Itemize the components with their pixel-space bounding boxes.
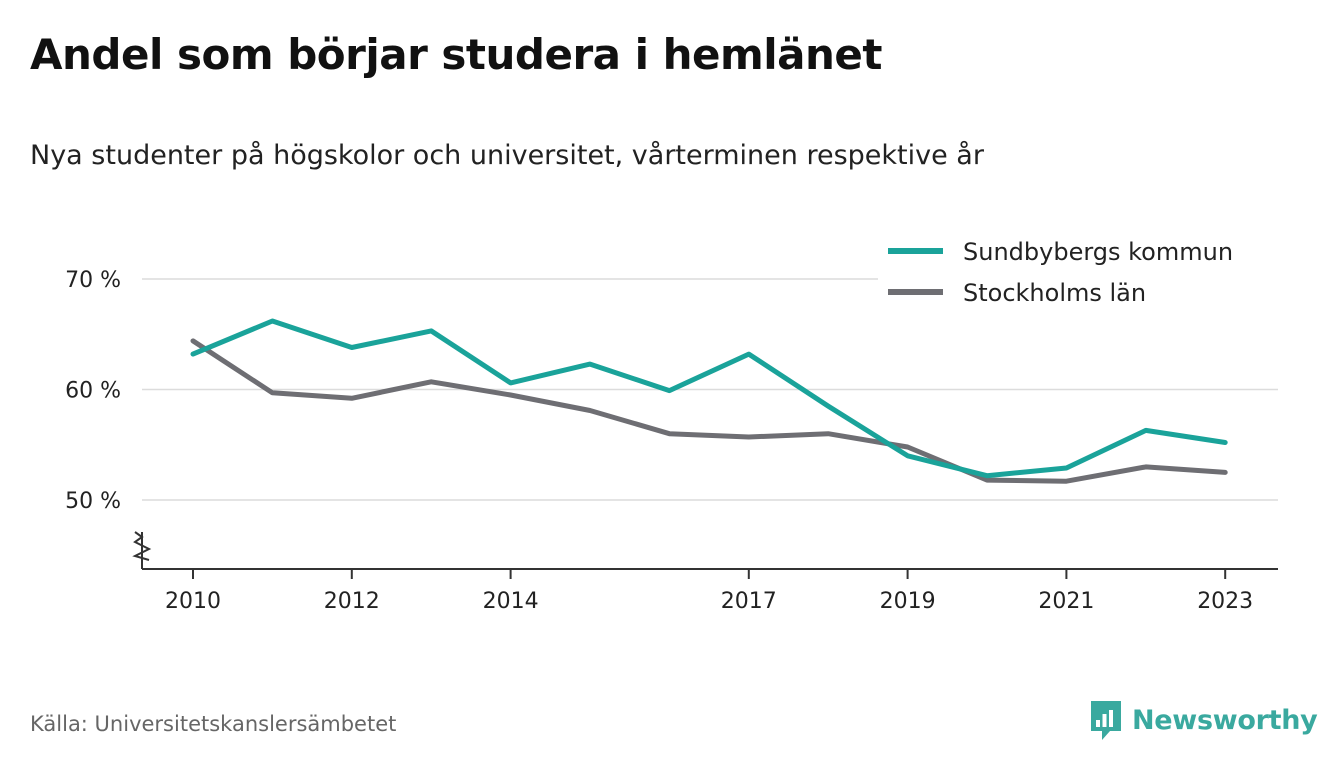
- series-lines: [190, 318, 1228, 484]
- brand-name: Newsworthy: [1132, 704, 1318, 736]
- chart-subtitle: Nya studenter på högskolor och universit…: [30, 140, 984, 171]
- y-tick-labels: 50 % 60 % 70 %: [65, 268, 121, 514]
- x-tick-label: 2019: [880, 589, 936, 614]
- x-tick-labels: 2010 2012 2014 2017 2019 2021 2023: [165, 569, 1253, 614]
- y-tick-label: 50 %: [65, 489, 121, 514]
- chart-title: Andel som börjar studera i hemlänet: [30, 30, 883, 79]
- legend-label-sundbyberg: Sundbybergs kommun: [963, 238, 1233, 266]
- legend-label-stockholm: Stockholms län: [963, 279, 1146, 307]
- x-tick-label: 2017: [721, 589, 777, 614]
- series-line-stockholm: [190, 338, 1228, 484]
- legend-background: [878, 232, 1278, 320]
- x-tick-label: 2021: [1038, 589, 1094, 614]
- x-tick-label: 2014: [483, 589, 539, 614]
- legend: Sundbybergs kommun Stockholms län: [878, 232, 1278, 320]
- axes: [132, 531, 1278, 570]
- axis-break-icon: [132, 531, 152, 561]
- source-note: Källa: Universitetskanslersämbetet: [30, 712, 397, 736]
- y-tick-label: 60 %: [65, 379, 121, 404]
- y-tick-label: 70 %: [65, 268, 121, 293]
- brand-logo[interactable]: Newsworthy: [1088, 698, 1318, 742]
- newsworthy-logo-icon: [1091, 701, 1121, 740]
- x-tick-label: 2010: [165, 589, 221, 614]
- x-tick-label: 2023: [1197, 589, 1253, 614]
- series-line-sundbyberg: [190, 318, 1228, 479]
- x-tick-label: 2012: [324, 589, 380, 614]
